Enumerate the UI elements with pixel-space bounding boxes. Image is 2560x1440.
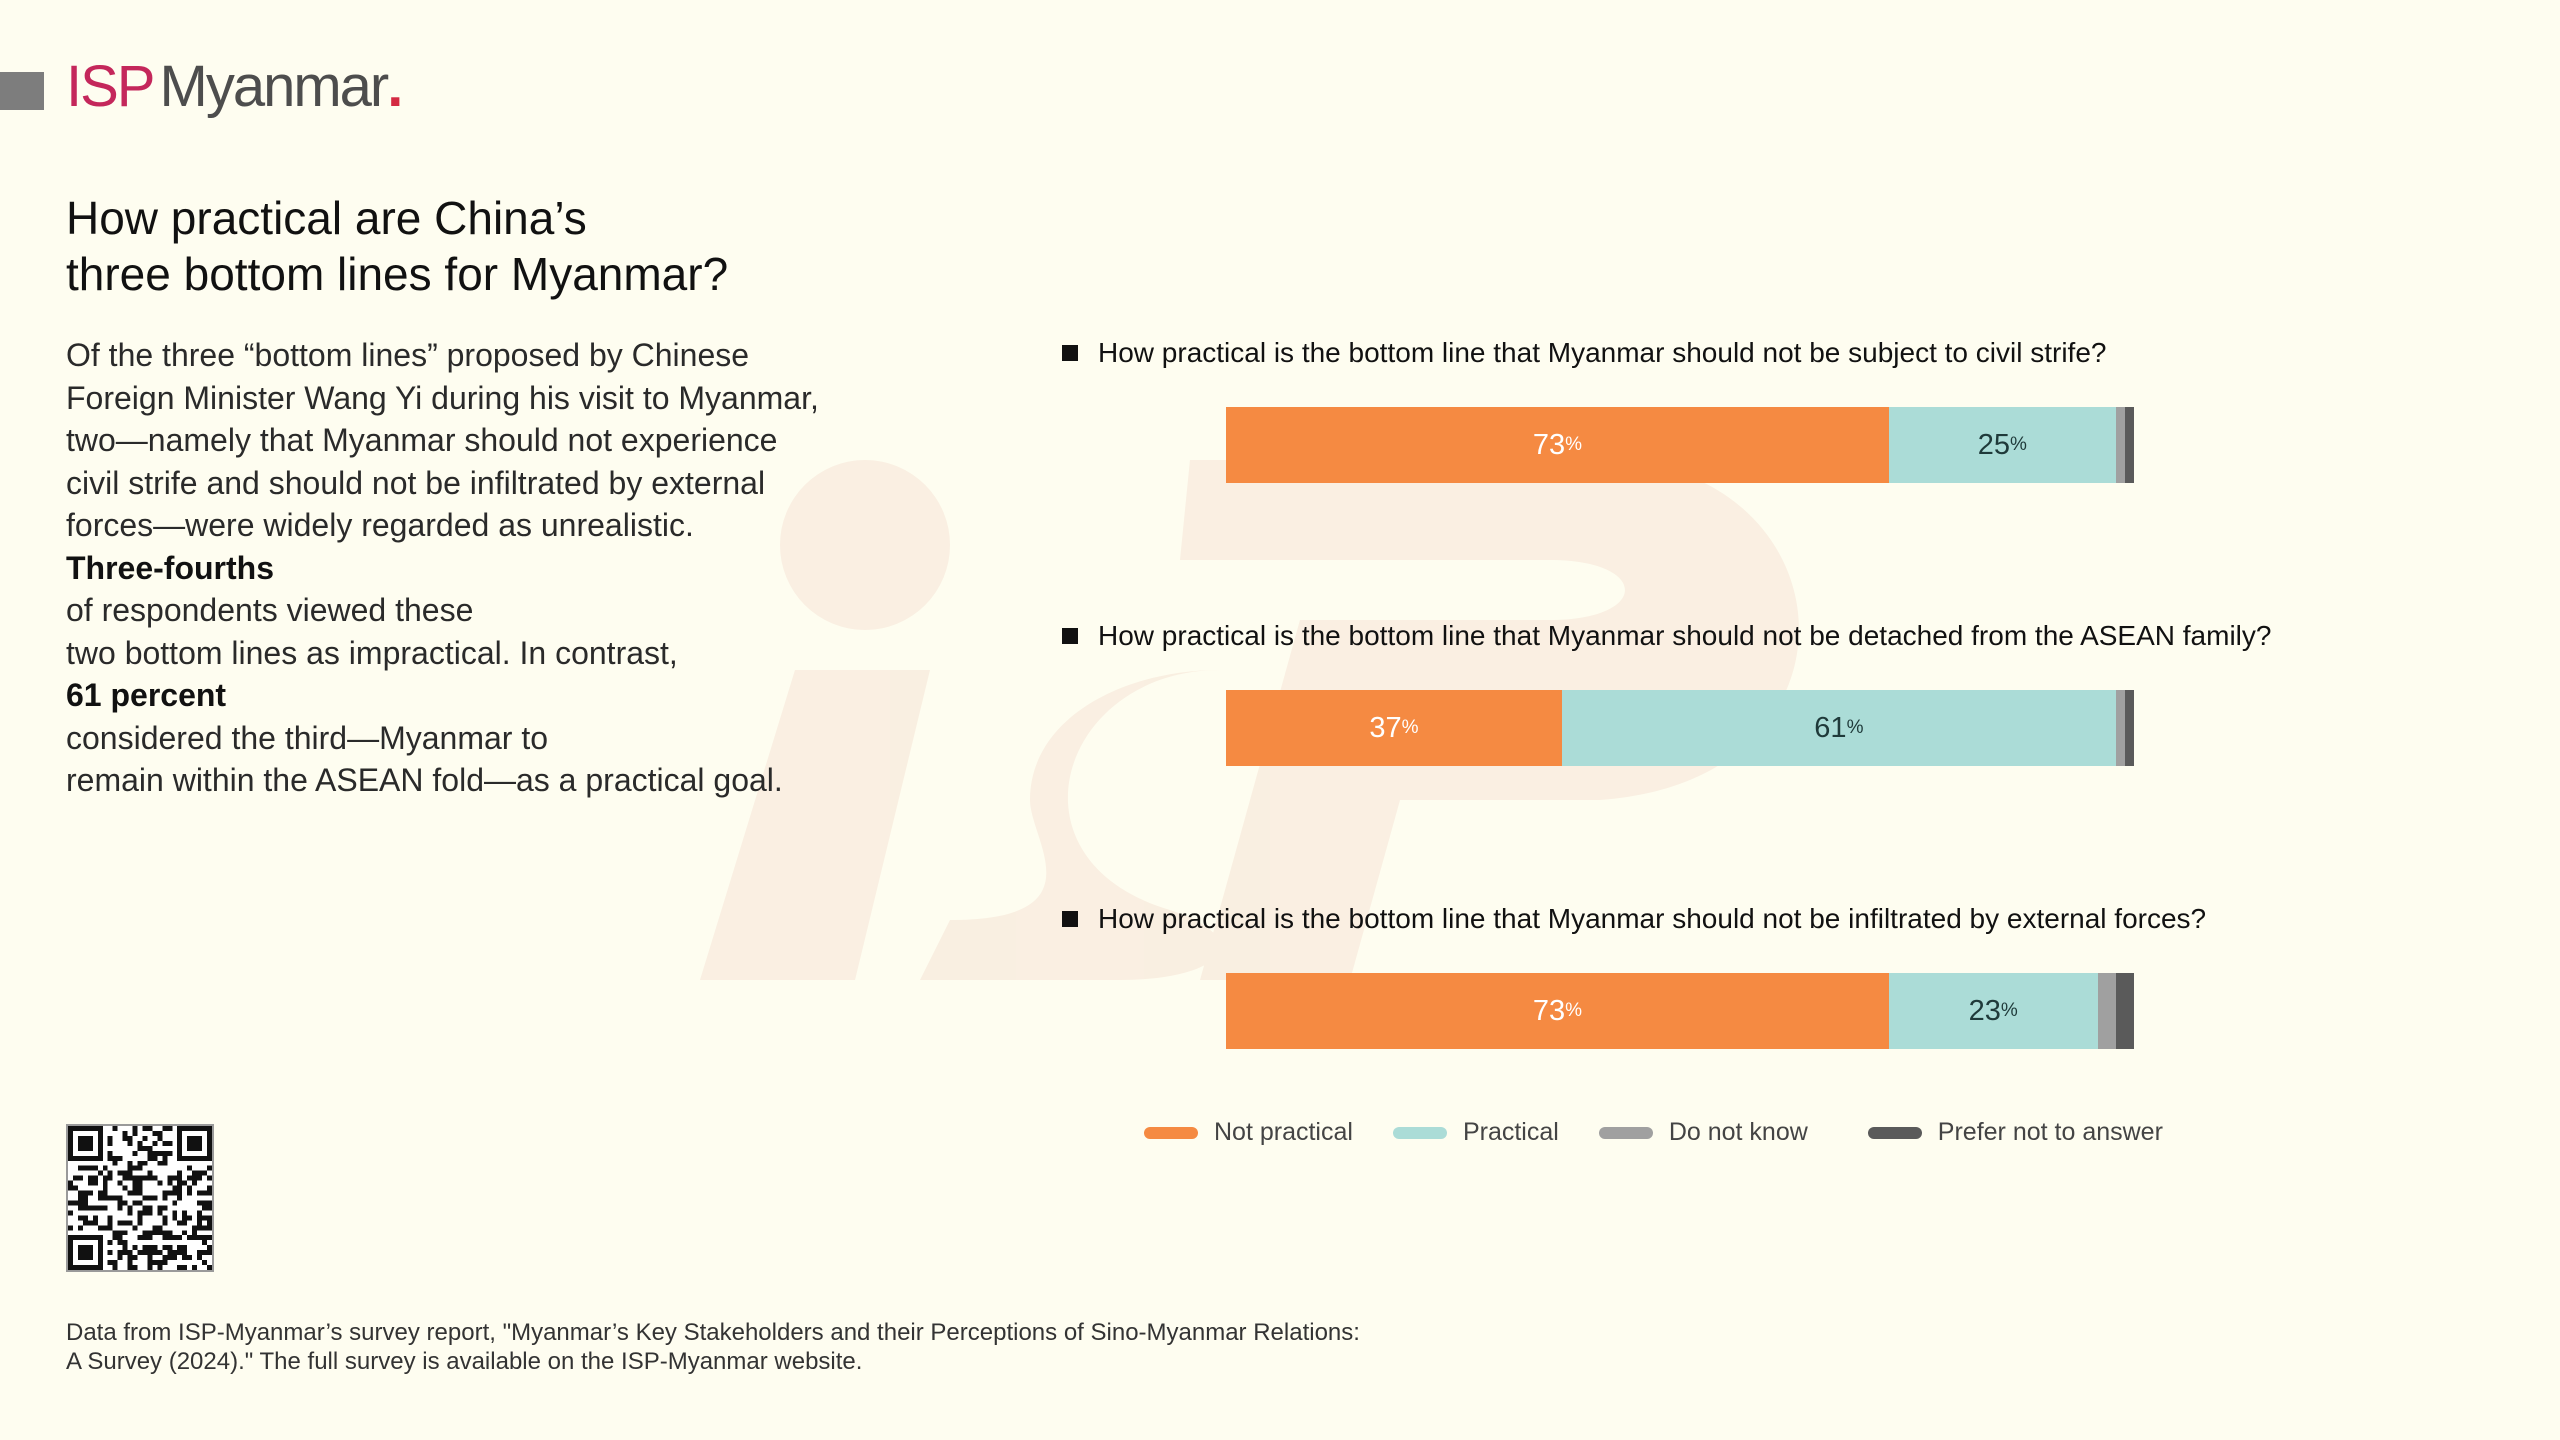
intro-paragraph: Of the three “bottom lines” proposed by … [66, 334, 826, 802]
data-label: 37 [1369, 711, 1402, 744]
percent-sign: % [1846, 717, 1864, 738]
intro-line: two—namely that Myanmar should not exper… [66, 419, 826, 462]
data-label: 73 [1532, 994, 1566, 1027]
footnote-line: A Survey (2024)." The full survey is ava… [66, 1348, 863, 1375]
percent-sign: % [2010, 434, 2027, 455]
percent-sign: % [1565, 434, 1582, 455]
question-civil-strife: How practical is the bottom line that My… [1062, 337, 2106, 369]
bar-civil-strife: 73% 25% [1226, 407, 2134, 483]
legend-item-prefer-not-to-answer: Prefer not to answer [1867, 1118, 2163, 1147]
question-text: How practical is the bottom line that My… [1098, 903, 2207, 934]
intro-text: remain within the ASEAN fold—as a practi… [66, 762, 783, 798]
intro-line: two bottom lines as impractical. In cont… [66, 632, 826, 675]
title-line: three bottom lines for Myanmar? [66, 248, 729, 300]
page-title: How practical are China’s three bottom l… [66, 190, 728, 302]
legend-swatch [1598, 1126, 1653, 1139]
qr-code[interactable] [66, 1124, 214, 1272]
intro-text: Foreign Minister Wang Yi during his visi… [66, 379, 819, 416]
chart-legend: Not practical Practical Do not know Pref… [1144, 1118, 2163, 1147]
intro-text: of respondents viewed these [66, 592, 474, 628]
legend-label: Practical [1462, 1118, 1559, 1146]
isp-myanmar-logo: ISP Myanmar. [66, 58, 403, 116]
bar-segment-prefer-not-to-answer [2124, 407, 2134, 483]
logo-dot: . [387, 54, 403, 119]
question-text: How practical is the bottom line that My… [1098, 337, 2107, 368]
bar-segment-not-practical: 73% [1226, 973, 1889, 1049]
intro-line: remain within the ASEAN fold—as a practi… [66, 759, 826, 802]
bar-segment-not-practical: 37% [1226, 690, 1562, 766]
intro-text: two bottom lines as impractical. In cont… [66, 634, 678, 671]
question-asean-family: How practical is the bottom line that My… [1062, 620, 2271, 652]
legend-label: Not practical [1214, 1118, 1353, 1146]
intro-text: civil strife and should not be infiltrat… [66, 464, 766, 501]
bar-segment-practical: 61% [1561, 690, 2116, 766]
data-label: 73 [1532, 428, 1566, 461]
legend-item-not-practical: Not practical [1144, 1118, 1353, 1147]
footnote-line: Data from ISP-Myanmar’s survey report, "… [66, 1319, 1360, 1346]
intro-text: two—namely that Myanmar should not exper… [66, 422, 778, 458]
intro-line: Of the three “bottom lines” proposed by … [66, 334, 826, 377]
data-label: 23 [1968, 994, 2001, 1027]
source-footnote: Data from ISP-Myanmar’s survey report, "… [66, 1318, 1360, 1376]
intro-line: forces—were widely regarded as unrealist… [66, 504, 826, 547]
bar-segment-prefer-not-to-answer [2115, 973, 2134, 1049]
legend-swatch [1867, 1126, 1922, 1139]
bullet-square [1062, 627, 1078, 644]
qr-code-icon [68, 1126, 212, 1270]
bar-segment-do-not-know [2115, 690, 2125, 766]
bar-segment-practical: 23% [1888, 973, 2098, 1049]
bar-segment-practical: 25% [1888, 407, 2116, 483]
bullet-square [1062, 344, 1078, 361]
bar-asean-family: 37% 61% [1226, 690, 2134, 766]
intro-line: 61 percent considered the third—Myanmar … [66, 674, 826, 759]
percent-sign: % [1401, 717, 1419, 738]
intro-line: Foreign Minister Wang Yi during his visi… [66, 377, 826, 420]
legend-item-do-not-know: Do not know [1598, 1118, 1808, 1147]
legend-item-practical: Practical [1392, 1118, 1559, 1147]
percent-sign: % [2000, 1000, 2018, 1021]
bullet-square [1062, 910, 1078, 927]
bar-segment-do-not-know [2097, 973, 2116, 1049]
logo-prefix: ISP [66, 54, 155, 119]
data-label: 61 [1814, 711, 1847, 744]
bar-segment-do-not-know [2115, 407, 2125, 483]
bar-segment-not-practical: 73% [1226, 407, 1889, 483]
intro-text: considered the third—Myanmar to [66, 719, 548, 756]
data-label: 25 [1977, 428, 2010, 461]
intro-text: forces—were widely regarded as unrealist… [66, 507, 694, 543]
title-line: How practical are China’s [66, 192, 587, 244]
legend-label: Prefer not to answer [1937, 1118, 2163, 1146]
bar-segment-prefer-not-to-answer [2124, 690, 2134, 766]
percent-sign: % [1565, 1000, 1582, 1021]
highlight-three-fourths: Three-fourths [66, 549, 274, 586]
intro-line: civil strife and should not be infiltrat… [66, 462, 826, 505]
highlight-61-percent: 61 percent [66, 677, 227, 713]
legend-swatch [1392, 1126, 1447, 1139]
logo-mark [0, 72, 44, 110]
question-external-forces: How practical is the bottom line that My… [1062, 903, 2206, 935]
bar-external-forces: 73% 23% [1226, 973, 2134, 1049]
logo-name: Myanmar [159, 54, 390, 119]
legend-swatch [1144, 1126, 1198, 1139]
question-text: How practical is the bottom line that My… [1098, 620, 2272, 651]
intro-line: Three-fourths of respondents viewed thes… [66, 547, 826, 632]
intro-text: Of the three “bottom lines” proposed by … [66, 337, 750, 373]
legend-label: Do not know [1668, 1118, 1808, 1146]
